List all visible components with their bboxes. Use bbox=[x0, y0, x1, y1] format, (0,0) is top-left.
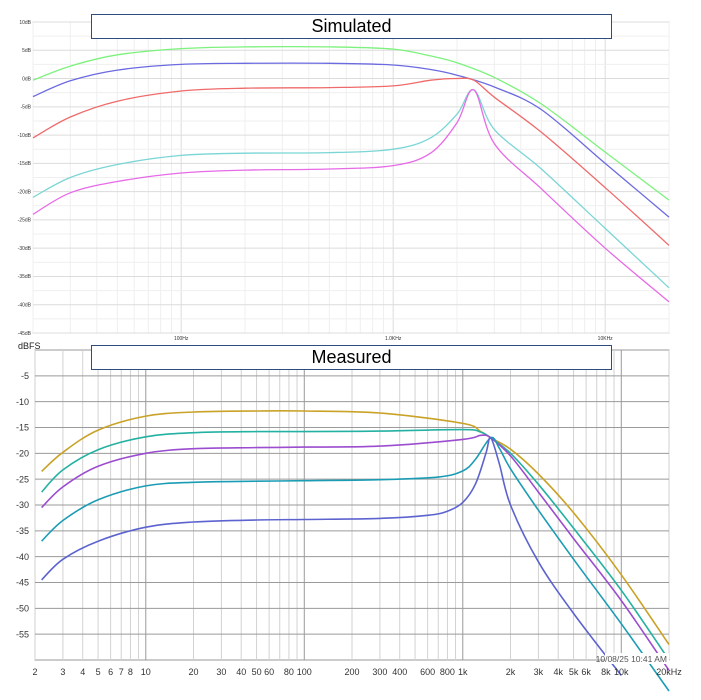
meas-x-tick-label: 20kHz bbox=[656, 667, 682, 677]
sim-y-tick-label: -20dB bbox=[18, 189, 32, 195]
sim-y-tick-label: 0dB bbox=[22, 76, 32, 82]
meas-x-tick-label: 2k bbox=[506, 667, 516, 677]
sim-y-tick-label: -45dB bbox=[18, 331, 32, 337]
sim-y-tick-label: -10dB bbox=[18, 133, 32, 139]
meas-x-tick-label: 5k bbox=[569, 667, 579, 677]
sim-x-tick-label: 100Hz bbox=[174, 336, 189, 342]
meas-x-tick-label: 80 bbox=[284, 667, 294, 677]
meas-series-5-line bbox=[41, 436, 622, 676]
meas-series-3-line bbox=[41, 434, 670, 671]
meas-y-tick-label: -55 bbox=[16, 629, 29, 639]
meas-x-tick-label: 10k bbox=[614, 667, 629, 677]
meas-y-tick-label: -50 bbox=[16, 603, 29, 613]
sim-series-5-line bbox=[32, 89, 670, 303]
meas-x-tick-label: 6k bbox=[581, 667, 591, 677]
meas-x-tick-label: 8 bbox=[128, 667, 133, 677]
sim-series-4-line bbox=[32, 89, 670, 289]
meas-x-tick-label: 6 bbox=[108, 667, 113, 677]
sim-series-2-line bbox=[32, 62, 670, 218]
meas-y-tick-label: -10 bbox=[16, 397, 29, 407]
measured-title: Measured bbox=[91, 345, 612, 370]
meas-y-tick-label: -20 bbox=[16, 448, 29, 458]
sim-y-tick-label: -15dB bbox=[18, 161, 32, 167]
meas-x-tick-label: 3k bbox=[534, 667, 544, 677]
sim-y-tick-label: -40dB bbox=[18, 302, 32, 308]
meas-y-tick-label: -30 bbox=[16, 500, 29, 510]
meas-x-tick-label: 400 bbox=[392, 667, 407, 677]
meas-x-tick-label: 10 bbox=[141, 667, 151, 677]
meas-x-tick-label: 600 bbox=[420, 667, 435, 677]
sim-y-tick-label: -30dB bbox=[18, 246, 32, 252]
meas-x-tick-label: 800 bbox=[440, 667, 455, 677]
meas-series-4-line bbox=[41, 436, 670, 692]
sim-y-tick-label: -25dB bbox=[18, 218, 32, 224]
meas-series-2-line bbox=[41, 428, 670, 661]
sim-x-tick-label: 10KHz bbox=[598, 336, 614, 342]
meas-y-tick-label: -40 bbox=[16, 552, 29, 562]
meas-x-tick-label: 60 bbox=[264, 667, 274, 677]
meas-x-tick-label: 50 bbox=[252, 667, 262, 677]
meas-x-tick-label: 200 bbox=[344, 667, 359, 677]
meas-x-tick-label: 4k bbox=[553, 667, 563, 677]
meas-y-tick-label: -15 bbox=[16, 423, 29, 433]
sim-series-3-line bbox=[32, 77, 670, 246]
sim-y-tick-label: -5dB bbox=[20, 105, 31, 111]
timestamp-background bbox=[605, 653, 669, 664]
meas-x-tick-label: 8k bbox=[601, 667, 611, 677]
sim-series-1-line bbox=[32, 45, 670, 201]
meas-x-tick-label: 100 bbox=[297, 667, 312, 677]
meas-y-tick-label: -45 bbox=[16, 578, 29, 588]
meas-x-tick-label: 300 bbox=[372, 667, 387, 677]
meas-x-tick-label: 40 bbox=[236, 667, 246, 677]
meas-y-tick-label: -25 bbox=[16, 474, 29, 484]
sim-y-tick-label: -35dB bbox=[18, 274, 32, 280]
meas-x-tick-label: 5 bbox=[96, 667, 101, 677]
meas-x-tick-label: 3 bbox=[60, 667, 65, 677]
meas-series-1-line bbox=[41, 409, 670, 645]
timestamp-label: 10/08/25 10:41 AM bbox=[596, 654, 667, 664]
simulated-title: Simulated bbox=[91, 14, 612, 39]
meas-x-tick-label: 1k bbox=[458, 667, 468, 677]
meas-x-tick-label: 20 bbox=[188, 667, 198, 677]
sim-y-tick-label: 5dB bbox=[22, 48, 32, 54]
sim-x-tick-label: 1.0KHz bbox=[385, 336, 402, 342]
meas-x-tick-label: 7 bbox=[119, 667, 124, 677]
measured-y-axis-label: dBFS bbox=[18, 341, 41, 351]
meas-y-tick-label: -35 bbox=[16, 526, 29, 536]
meas-x-tick-label: 30 bbox=[216, 667, 226, 677]
sim-y-tick-label: 10dB bbox=[19, 20, 31, 26]
meas-y-tick-label: -5 bbox=[21, 371, 29, 381]
meas-x-tick-label: 4 bbox=[80, 667, 85, 677]
meas-x-tick-label: 2 bbox=[32, 667, 37, 677]
